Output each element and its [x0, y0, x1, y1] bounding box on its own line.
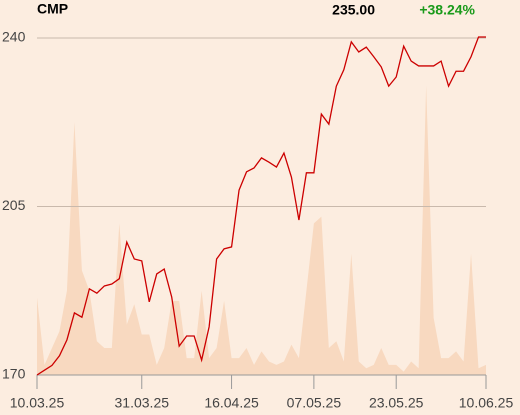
y-tick-label: 240	[2, 29, 26, 45]
x-tick-label: 16.04.25	[204, 395, 259, 411]
x-tick-label: 10.03.25	[10, 395, 65, 411]
volume-area	[37, 85, 486, 376]
x-tick-label: 10.06.25	[459, 395, 514, 411]
chart-title: CMP	[37, 1, 68, 17]
change: +38.24%	[419, 2, 475, 18]
x-tick-label: 23.05.25	[369, 395, 424, 411]
y-tick-label: 205	[2, 197, 26, 213]
price: 235.00	[332, 2, 375, 18]
price-line	[36, 36, 486, 376]
y-tick-label: 170	[2, 366, 26, 382]
x-tick-label: 07.05.25	[287, 395, 342, 411]
x-tick-label: 31.03.25	[115, 395, 170, 411]
